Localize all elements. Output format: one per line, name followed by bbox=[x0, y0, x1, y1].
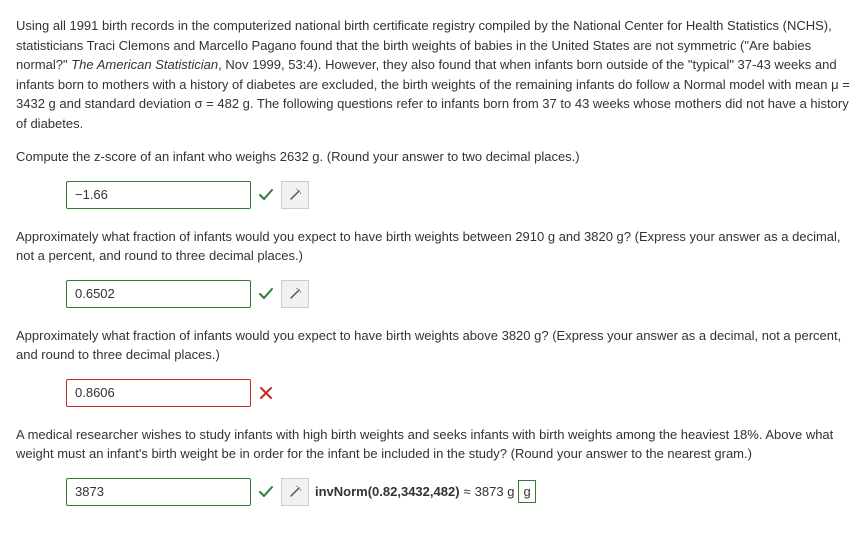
feedback-result: 3873 g bbox=[475, 482, 515, 502]
q3-prompt: Approximately what fraction of infants w… bbox=[16, 326, 851, 365]
show-answer-button[interactable] bbox=[281, 478, 309, 506]
q2-answer-row bbox=[66, 280, 851, 308]
q1-prompt: Compute the z-score of an infant who wei… bbox=[16, 147, 851, 167]
q2-input[interactable] bbox=[66, 280, 251, 308]
q3-answer-row bbox=[66, 379, 851, 407]
check-icon bbox=[255, 283, 277, 305]
intro-text-italic: The American Statistician bbox=[71, 57, 218, 72]
q4-prompt: A medical researcher wishes to study inf… bbox=[16, 425, 851, 464]
problem-intro: Using all 1991 birth records in the comp… bbox=[16, 16, 851, 133]
show-answer-button[interactable] bbox=[281, 181, 309, 209]
show-answer-button[interactable] bbox=[281, 280, 309, 308]
feedback-approx: ≈ bbox=[464, 482, 471, 502]
q4-input[interactable] bbox=[66, 478, 251, 506]
check-icon bbox=[255, 481, 277, 503]
unit-label: g bbox=[518, 480, 535, 504]
x-icon bbox=[255, 382, 277, 404]
q4-answer-row: invNorm(0.82,3432,482) ≈ 3873 g g bbox=[66, 478, 851, 506]
q1-input[interactable] bbox=[66, 181, 251, 209]
check-icon bbox=[255, 184, 277, 206]
q1-answer-row bbox=[66, 181, 851, 209]
q2-prompt: Approximately what fraction of infants w… bbox=[16, 227, 851, 266]
feedback-formula: invNorm(0.82,3432,482) bbox=[315, 482, 460, 502]
q3-input[interactable] bbox=[66, 379, 251, 407]
q4-feedback: invNorm(0.82,3432,482) ≈ 3873 g g bbox=[315, 480, 536, 504]
